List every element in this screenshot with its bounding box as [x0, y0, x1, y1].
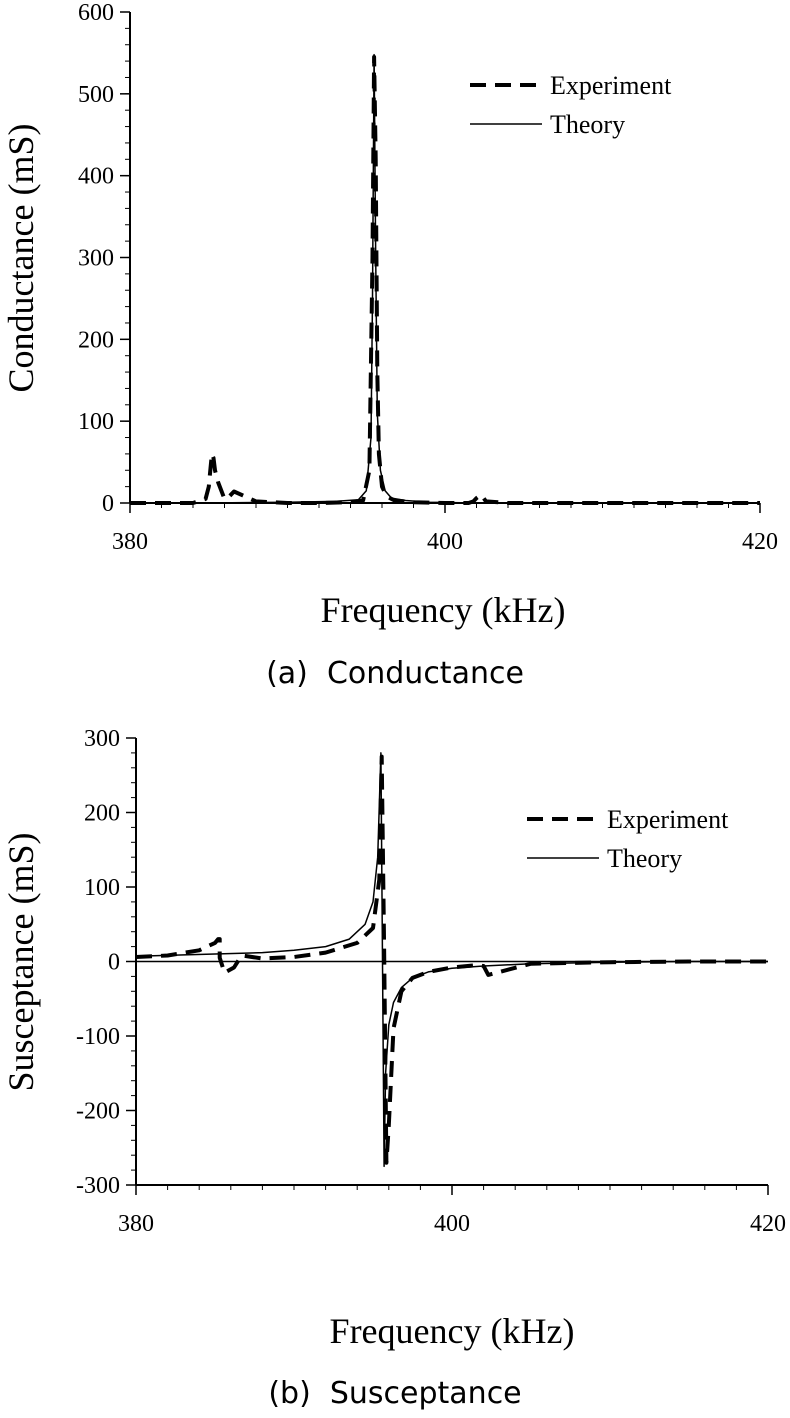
susceptance-panel: -300 -200 -100 0 100 200 300 380 400 420 Frequenc…: [1, 726, 786, 1411]
susceptance-x-axis-title: Frequency (kHz): [330, 1311, 575, 1351]
y-tick-label: 300: [78, 246, 114, 272]
legend-experiment-label: Experiment: [550, 71, 672, 100]
y-tick-label: 600: [78, 0, 114, 26]
y-tick-label: 100: [84, 875, 120, 901]
conductance-tick-labels: 0 100 200 300 400 500 600 380 400 420: [78, 0, 778, 555]
y-tick-label: -300: [76, 1173, 120, 1199]
susceptance-caption: (b) Susceptance: [268, 1376, 521, 1411]
legend-theory-label: Theory: [607, 844, 682, 873]
series-theory-line: [130, 53, 760, 504]
y-tick-label: 200: [84, 801, 120, 827]
x-tick-label: 380: [112, 529, 148, 555]
y-tick-label: 500: [78, 82, 114, 108]
conductance-legend: Experiment Theory: [470, 71, 672, 139]
y-tick-label: 0: [108, 950, 120, 976]
x-tick-label: 400: [434, 1211, 470, 1237]
susceptance-y-axis-title: Susceptance (mS): [1, 833, 41, 1092]
legend-theory-label: Theory: [550, 110, 625, 139]
susceptance-tick-labels: -300 -200 -100 0 100 200 300 380 400 420: [76, 726, 786, 1237]
conductance-x-axis-title: Frequency (kHz): [321, 590, 566, 630]
y-tick-label: 300: [84, 726, 120, 752]
y-tick-label: 200: [78, 327, 114, 353]
conductance-caption: (a) Conductance: [266, 656, 524, 691]
conductance-series: [130, 53, 760, 505]
x-tick-label: 380: [118, 1211, 154, 1237]
y-tick-label: -200: [76, 1099, 120, 1125]
series-experiment-line: [135, 754, 768, 1165]
y-tick-label: -100: [76, 1024, 120, 1050]
y-tick-label: 400: [78, 164, 114, 190]
series-theory-line: [135, 752, 768, 1168]
legend-experiment-label: Experiment: [607, 805, 729, 834]
y-tick-label: 100: [78, 409, 114, 435]
susceptance-legend: Experiment Theory: [527, 805, 729, 873]
y-tick-label: 0: [102, 491, 114, 517]
susceptance-series: [135, 752, 768, 1168]
series-experiment-line: [130, 55, 760, 505]
x-tick-label: 400: [427, 529, 463, 555]
conductance-panel: 0 100 200 300 400 500 600 380 400 420 Frequency (…: [1, 0, 778, 691]
conductance-y-axis-title: Conductance (mS): [1, 124, 41, 393]
x-tick-label: 420: [742, 529, 778, 555]
x-tick-label: 420: [750, 1211, 786, 1237]
